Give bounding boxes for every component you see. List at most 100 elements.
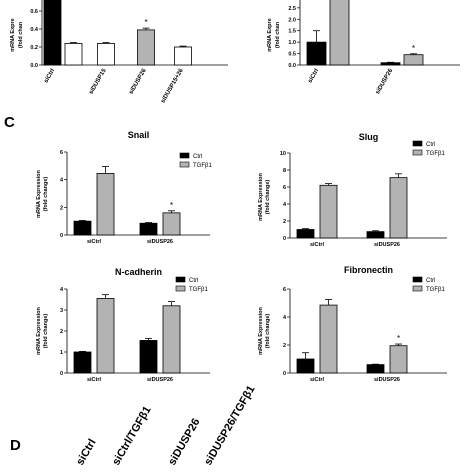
legend-swatch-tgf bbox=[412, 149, 423, 156]
y-axis-label: (fold change) bbox=[43, 314, 49, 349]
legend-swatch-ctrl bbox=[412, 140, 423, 147]
significance-star: * bbox=[412, 44, 415, 53]
chart-top-left: mRNA Expre (fold chan 0.0 0.2 0.4 0.6 siCtrl si… bbox=[10, 0, 228, 104]
y-tick-label: 1.5 bbox=[288, 29, 296, 35]
blot-lane-label: siDUSP26 bbox=[166, 416, 202, 467]
y-axis-label: (fold change) bbox=[265, 314, 271, 349]
bar-sictrl-0 bbox=[306, 41, 327, 66]
blot-lane-label: siCtrl bbox=[74, 437, 98, 467]
category-label: siCtrl bbox=[307, 68, 320, 85]
chart-title: Snail bbox=[128, 130, 150, 140]
legend-label-tgf: TGFβ1 bbox=[426, 151, 445, 157]
y-axis-label: (fold chan bbox=[18, 21, 24, 48]
y-tick-label: 6 bbox=[60, 150, 63, 156]
bar-sictrl-1 bbox=[329, 0, 350, 66]
y-tick-label: 8 bbox=[283, 168, 286, 174]
y-tick-label: 2.0 bbox=[288, 17, 296, 23]
category-label: siCtrl bbox=[43, 68, 56, 85]
bar-sidusp26-1 bbox=[162, 305, 181, 374]
y-tick-label: 0 bbox=[60, 233, 63, 239]
y-tick-label: 4 bbox=[60, 287, 64, 293]
bar-sictrl-1 bbox=[96, 298, 115, 374]
chart-title: Fibronectin bbox=[344, 265, 393, 275]
y-tick-label: 0.0 bbox=[30, 63, 38, 69]
y-tick-label: 4 bbox=[283, 202, 287, 208]
y-tick-label: 0.0 bbox=[288, 63, 296, 69]
y-tick-label: 0 bbox=[60, 371, 63, 377]
significance-star: * bbox=[170, 201, 173, 210]
bar-sidusp26-0 bbox=[137, 29, 155, 66]
bar-sidusp26-0 bbox=[366, 364, 385, 374]
y-tick-label: 2 bbox=[283, 343, 286, 349]
blot-lane-labels: siCtrl siCtrl/TGFβ1 siDUSP26 siDUSP26/TGFβ1 bbox=[74, 384, 257, 468]
legend-swatch-ctrl bbox=[179, 152, 190, 159]
category-label: siDUSP26 bbox=[147, 239, 173, 245]
legend-swatch-ctrl bbox=[412, 276, 423, 283]
y-axis-label: (fold change) bbox=[265, 180, 271, 215]
y-tick-label: 0.2 bbox=[30, 45, 38, 51]
y-axis-label: mRNA Expre bbox=[267, 18, 273, 51]
category-label: siCtrl bbox=[87, 239, 102, 245]
chart-top-right: mRNA Expre (fold chan 0.0 0.5 1.0 1.5 2.0 2.5 si… bbox=[267, 0, 460, 96]
y-axis-label: (fold chan bbox=[275, 21, 281, 48]
significance-star: * bbox=[144, 18, 147, 27]
bar-sictrl-0 bbox=[43, 0, 62, 66]
bar-sictrl-1 bbox=[64, 43, 83, 66]
panel-label-c: C bbox=[4, 114, 15, 131]
bar-sidusp26-1 bbox=[403, 54, 424, 66]
y-tick-label: 0.5 bbox=[288, 52, 296, 58]
legend-label-ctrl: Ctrl bbox=[193, 154, 202, 160]
chart-ncadherin: N-cadherin mRNA Expression (fold change) 0 1… bbox=[36, 267, 210, 383]
y-axis-label: mRNA Expression bbox=[258, 306, 264, 354]
bar-sidusp26-0 bbox=[366, 231, 385, 239]
category-label: siDUSP26 bbox=[375, 67, 395, 95]
bar-sictrl-1 bbox=[319, 184, 338, 239]
y-tick-label: 0.4 bbox=[30, 27, 39, 33]
chart-title: N-cadherin bbox=[115, 267, 162, 277]
y-axis-label: mRNA Expression bbox=[258, 172, 264, 220]
bar-sidusp26-1 bbox=[389, 345, 408, 374]
y-tick-label: 2.5 bbox=[288, 6, 296, 12]
y-tick-label: 1.0 bbox=[288, 40, 296, 46]
y-axis-label: mRNA Expre bbox=[10, 18, 16, 51]
bar-sictrl-0 bbox=[296, 358, 315, 374]
category-label: siCtrl bbox=[310, 242, 325, 248]
category-label: siCtrl bbox=[310, 377, 325, 383]
category-label: siDUSP26 bbox=[147, 377, 173, 383]
legend-swatch-tgf bbox=[179, 161, 190, 168]
chart-title: Slug bbox=[359, 132, 379, 142]
chart-snail: Snail mRNA Expression (fold change) 0 2 4 6 siC… bbox=[36, 130, 212, 245]
bar-sidusp26-1 bbox=[389, 177, 408, 239]
legend-label-ctrl: Ctrl bbox=[426, 278, 435, 284]
y-axis-label: mRNA Expression bbox=[36, 306, 42, 354]
y-tick-label: 0.6 bbox=[30, 9, 38, 15]
bar-sictrl-0 bbox=[73, 351, 92, 374]
y-tick-label: 4 bbox=[283, 315, 287, 321]
y-axis-label: (fold change) bbox=[43, 177, 49, 212]
significance-star: * bbox=[397, 334, 400, 343]
panel-label-d: D bbox=[10, 437, 21, 454]
category-label: siCtrl bbox=[87, 377, 102, 383]
blot-lane-label: siDUSP26/TGFβ1 bbox=[202, 384, 257, 468]
bar-sictrl-1 bbox=[96, 173, 115, 236]
legend-swatch-tgf bbox=[175, 285, 186, 292]
legend-swatch-ctrl bbox=[175, 276, 186, 283]
y-tick-label: 2 bbox=[283, 219, 286, 225]
bar-sidusp15-0 bbox=[97, 43, 115, 66]
y-tick-label: 0 bbox=[283, 371, 286, 377]
category-label: siDUSP26 bbox=[374, 377, 400, 383]
blot-lane-label: siCtrl/TGFβ1 bbox=[110, 404, 153, 467]
legend-label-tgf: TGFβ1 bbox=[189, 287, 208, 293]
legend-label-ctrl: Ctrl bbox=[426, 142, 435, 148]
bar-sidusp26-0 bbox=[380, 62, 401, 66]
chart-fibronectin: Fibronectin mRNA Expression (fold change) 0… bbox=[258, 265, 447, 383]
bar-sictrl-0 bbox=[73, 220, 92, 236]
category-label: siDUSP26 bbox=[128, 67, 148, 95]
category-label: siDUSP26 bbox=[374, 242, 400, 248]
y-tick-label: 3 bbox=[60, 308, 63, 314]
bar-sidusp15+26-0 bbox=[174, 46, 192, 66]
bar-sidusp26-0 bbox=[139, 340, 158, 374]
y-tick-label: 1 bbox=[60, 350, 63, 356]
